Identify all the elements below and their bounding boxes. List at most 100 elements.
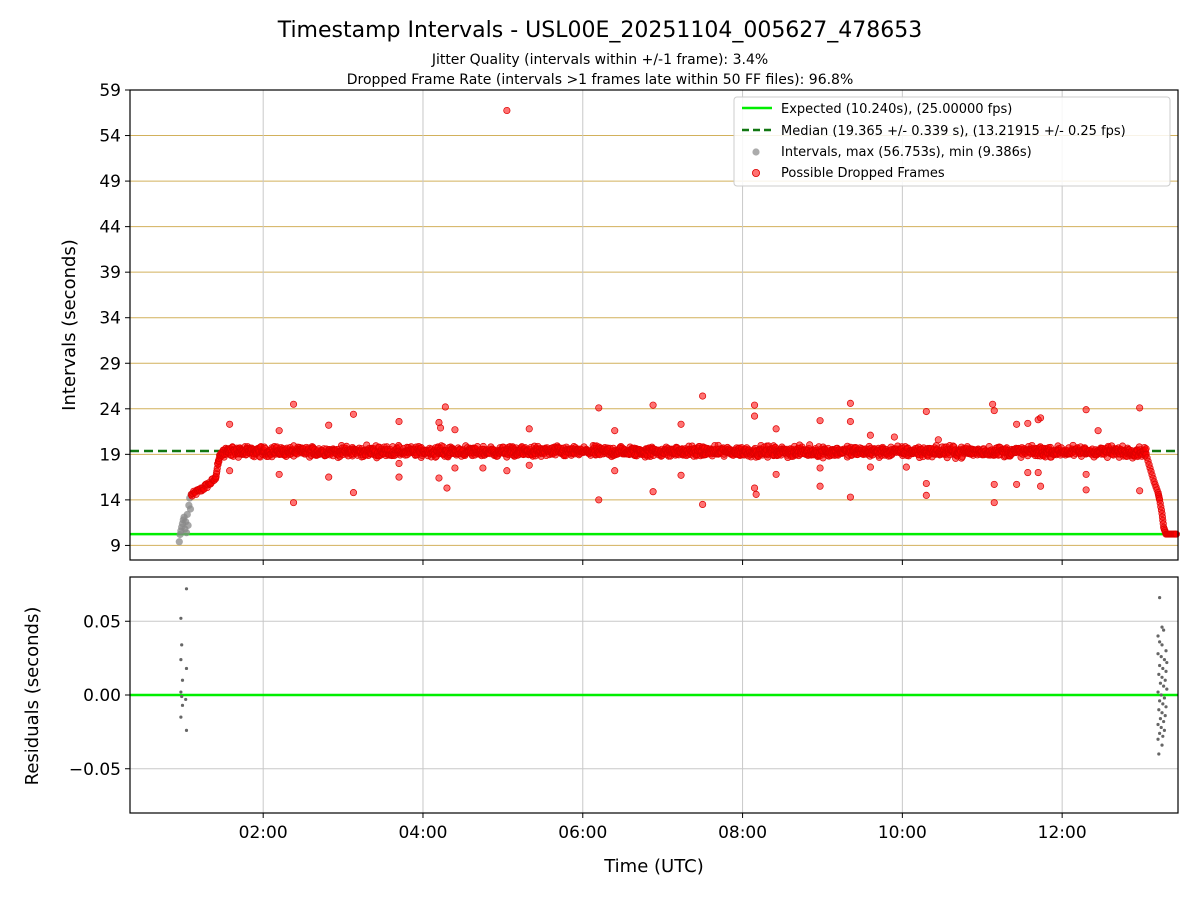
dropped-frame-outlier (325, 473, 333, 481)
dropped-frame-outlier (1024, 469, 1032, 477)
residual-point (1158, 640, 1162, 644)
dropped-frame-outlier (1082, 470, 1090, 478)
intervals-x-ticks (262, 560, 1063, 565)
dropped-frame-outlier (437, 424, 445, 432)
interval-point (175, 538, 183, 546)
dropped-frame-outlier (1082, 486, 1090, 494)
residual-point (1158, 663, 1162, 668)
residual-point (1158, 699, 1162, 703)
dropped-frame-outlier (525, 425, 533, 433)
residual-point (1156, 634, 1160, 638)
dropped-frame-outlier (503, 467, 511, 475)
residual-point (184, 728, 189, 733)
residuals-panel: −0.05 0.00 0.05 02:00 04:00 06:00 08:00 10:00 1… (22, 576, 1179, 877)
dropped-frame-point (1172, 530, 1180, 538)
residual-point (1156, 690, 1160, 694)
residual-point (1161, 734, 1165, 738)
residual-point (1159, 693, 1163, 697)
residual-point (1162, 658, 1167, 662)
residual-point (1159, 725, 1163, 730)
dropped-frame-outlier (595, 496, 603, 504)
residuals-y-ticks: −0.05 0.00 0.05 (69, 612, 130, 780)
dropped-frame-outlier (1037, 414, 1045, 422)
residual-point (184, 697, 188, 702)
residual-point (1163, 714, 1167, 718)
residual-point (1165, 687, 1169, 691)
residual-point (1162, 628, 1166, 632)
dropped-frame-outlier (989, 400, 997, 408)
residual-point (1164, 705, 1168, 709)
dropped-frame-outlier (750, 412, 759, 420)
dropped-frame-outlier (275, 427, 283, 435)
residual-point (1157, 752, 1161, 756)
dropped-frame-outlier (649, 488, 657, 496)
dropped-frame-outlier (990, 480, 998, 488)
residual-point (180, 643, 184, 647)
residual-point (1160, 711, 1164, 715)
residual-point (1156, 737, 1160, 741)
dropped-frame-outlier (1082, 406, 1090, 414)
residual-point (1158, 681, 1163, 685)
dropped-frame-outlier (1024, 419, 1032, 427)
residual-point (1157, 672, 1161, 676)
dropped-frame-outlier (1034, 469, 1042, 477)
x-tick-label: 08:00 (718, 823, 767, 843)
residual-point (1160, 675, 1164, 679)
dropped-frame-outlier (226, 467, 234, 475)
dropped-frame-outlier (677, 420, 685, 428)
dropped-frame-outlier (289, 499, 298, 507)
dropped-frame-outlier (1037, 482, 1045, 490)
dropped-frame-outlier (441, 403, 449, 411)
residual-point (184, 666, 189, 671)
x-tick-label: 04:00 (398, 823, 447, 843)
dropped-frame-outlier (1094, 427, 1102, 435)
dropped-frame-outlier (677, 471, 685, 479)
x-tick-label: 06:00 (558, 823, 607, 843)
residual-point (179, 658, 183, 662)
residual-point (1160, 625, 1164, 629)
residuals-y-tick-label: 0.05 (83, 612, 121, 632)
intervals-y-tick-label: 34 (99, 309, 121, 329)
residual-point (179, 690, 183, 694)
intervals-y-tick-label: 9 (110, 536, 121, 556)
residual-point (1157, 708, 1161, 712)
residual-point (1156, 722, 1160, 727)
interval-point (184, 521, 192, 529)
residual-point (1158, 731, 1162, 735)
dropped-frame-outlier (922, 491, 930, 499)
legend-dropped-label: Possible Dropped Frames (781, 166, 945, 181)
chart-subtitle-dropped: Dropped Frame Rate (intervals >1 frames … (347, 72, 854, 88)
residual-point (1160, 743, 1164, 747)
residual-point (179, 616, 183, 620)
x-axis-label: Time (UTC) (603, 856, 704, 877)
legend-dropped-swatch (752, 168, 761, 177)
intervals-y-tick-label: 19 (99, 445, 121, 465)
dropped-frame-outlier (595, 404, 603, 412)
legend-intervals-swatch (752, 148, 760, 156)
dropped-frame-outlier (816, 482, 824, 490)
legend-median-label: Median (19.365 +/- 0.339 s), (13.21915 +… (781, 124, 1126, 139)
residuals-points (179, 587, 1169, 756)
x-tick-label: 12:00 (1038, 823, 1087, 843)
x-tick-label: 02:00 (239, 823, 288, 843)
dropped-frame-outlier (890, 433, 898, 441)
dropped-frame-outlier (1013, 420, 1021, 428)
residual-point (1162, 684, 1166, 688)
dropped-frame-outlier (435, 474, 443, 482)
dropped-frame-outlier (772, 425, 780, 433)
residual-point (1160, 643, 1164, 647)
residual-point (1158, 717, 1163, 721)
dropped-frame-outlier (395, 418, 403, 426)
dropped-frame-outlier (349, 410, 358, 418)
residuals-x-ticks: 02:00 04:00 06:00 08:00 10:00 12:00 (239, 813, 1087, 843)
x-tick-label: 10:00 (878, 823, 927, 843)
residual-point (1156, 652, 1160, 656)
dropped-frame-outlier (699, 392, 707, 400)
dropped-frame-outlier (395, 473, 403, 481)
legend-expected-label: Expected (10.240s), (25.00000 fps) (781, 102, 1012, 117)
dropped-frame-outlier (443, 484, 451, 492)
interval-point (182, 529, 191, 537)
residual-point (179, 715, 183, 719)
residual-point (1162, 728, 1167, 733)
